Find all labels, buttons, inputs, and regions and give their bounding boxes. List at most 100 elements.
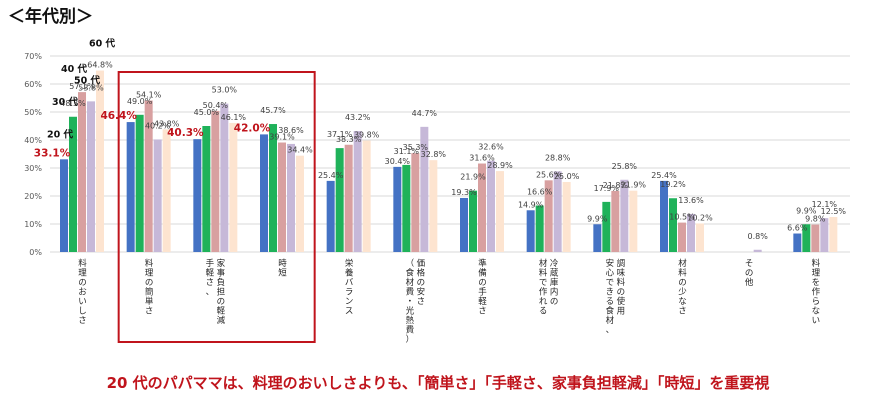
- bar: [469, 190, 477, 252]
- bar: [669, 198, 677, 252]
- category-label: 料理の簡単さ: [145, 258, 154, 317]
- bar: [429, 160, 438, 252]
- series-name-label: 40 代: [61, 63, 88, 75]
- bar: [593, 224, 602, 252]
- series-name-label: 30 代: [52, 96, 79, 108]
- data-label: 32.6%: [478, 143, 504, 152]
- category-label: 材料で作れる: [539, 258, 548, 317]
- data-label: 21.9%: [621, 181, 647, 190]
- data-label-layer: 33.1%48.3%57.1%53.8%64.8%46.4%49.0%54.1%…: [34, 61, 847, 241]
- category-label: 価格の安さ: [417, 258, 426, 307]
- data-label: 25.0%: [554, 172, 580, 181]
- data-label: 28.8%: [545, 153, 571, 162]
- data-label: 21.9%: [460, 173, 486, 182]
- series-name-label: 20 代: [47, 128, 74, 140]
- data-label: 38.3%: [336, 135, 362, 144]
- bar: [60, 159, 68, 252]
- data-label: 0.8%: [748, 232, 769, 241]
- data-label: 10.5%: [669, 213, 695, 222]
- bar: [69, 116, 77, 252]
- data-label: 33.1%: [34, 147, 71, 159]
- data-label: 43.2%: [345, 113, 371, 122]
- bar: [126, 122, 135, 252]
- bar: [335, 148, 344, 252]
- y-tick-label: 30%: [24, 164, 42, 173]
- category-label: 家事負担の軽減: [217, 258, 226, 326]
- footer-caption: 20 代のパパママは、料理のおいしさよりも、「簡単さ」「手軽さ、家事負担軽減」「…: [106, 374, 770, 392]
- bar: [496, 171, 504, 252]
- bar: [544, 180, 553, 252]
- category-label: （食材費・光熱費）: [406, 258, 415, 345]
- bar: [620, 179, 629, 252]
- category-label: 材料の少なさ: [678, 258, 687, 317]
- data-label: 30.4%: [385, 157, 411, 166]
- category-label: 栄養バランス: [345, 258, 354, 317]
- data-label: 54.1%: [136, 91, 162, 100]
- data-label: 19.2%: [660, 180, 686, 189]
- bar: [793, 233, 802, 252]
- data-label: 31.1%: [394, 147, 420, 156]
- data-label: 28.9%: [487, 161, 513, 170]
- bar: [802, 224, 811, 252]
- bar: [393, 166, 402, 252]
- data-label: 35.3%: [403, 143, 429, 152]
- page-title: ＜年代別＞: [8, 7, 93, 27]
- bar: [460, 197, 468, 252]
- data-label: 40.3%: [167, 127, 204, 139]
- bar: [287, 143, 295, 252]
- data-label: 45.0%: [194, 108, 220, 117]
- data-label: 40.2%: [145, 121, 171, 130]
- data-label: 19.3%: [451, 188, 477, 197]
- bar: [487, 160, 495, 252]
- bar-layer: [60, 70, 838, 253]
- data-label: 10.2%: [687, 213, 713, 222]
- data-label: 25.4%: [651, 171, 677, 180]
- highlight-box: [117, 71, 316, 343]
- bar: [687, 213, 695, 252]
- data-label: 37.1%: [327, 130, 353, 139]
- data-label: 38.6%: [278, 126, 304, 135]
- bar: [296, 155, 304, 252]
- bar: [526, 210, 535, 252]
- y-tick-label: 10%: [24, 220, 42, 229]
- data-label: 6.6%: [787, 224, 808, 233]
- category-label: 料理を作らない: [812, 258, 821, 326]
- data-label: 57.1%: [69, 82, 95, 91]
- bar: [696, 223, 704, 252]
- bar: [553, 171, 562, 252]
- category-label: 準備の手軽さ: [478, 258, 487, 317]
- category-label: 手軽さ、: [206, 258, 215, 298]
- data-label: 39.8%: [354, 131, 380, 140]
- bar: [611, 190, 620, 252]
- series-name-label: 60 代: [89, 38, 116, 50]
- data-label: 46.1%: [221, 113, 247, 122]
- bar: [87, 101, 95, 252]
- category-label: 調味料の使用: [617, 258, 626, 317]
- bar: [402, 164, 411, 252]
- bar: [153, 139, 162, 252]
- grid-layer: 0% 10% 20% 30% 40% 50% 60% 70%: [24, 52, 850, 257]
- inline-legend-layer: 20 代 30 代 40 代50 代 60 代: [47, 38, 116, 141]
- bar: [362, 140, 371, 252]
- data-label: 39.1%: [269, 133, 295, 142]
- data-label: 32.8%: [421, 150, 447, 159]
- bar: [353, 131, 362, 252]
- bar: [811, 224, 820, 252]
- data-label: 12.5%: [821, 207, 847, 216]
- bar: [211, 110, 220, 252]
- bar: [162, 129, 171, 252]
- data-label: 42.0%: [234, 122, 271, 134]
- bar: [260, 134, 268, 252]
- data-label: 12.1%: [812, 200, 838, 209]
- data-label: 53.8%: [78, 83, 104, 92]
- bar: [820, 218, 829, 252]
- highlight-layer: [117, 71, 316, 343]
- data-label: 9.8%: [805, 215, 826, 224]
- data-label: 50.4%: [203, 101, 229, 110]
- category-label: 時短: [278, 259, 287, 279]
- bar: [660, 180, 668, 252]
- y-tick-label: 20%: [24, 192, 42, 201]
- data-label: 13.6%: [678, 196, 704, 205]
